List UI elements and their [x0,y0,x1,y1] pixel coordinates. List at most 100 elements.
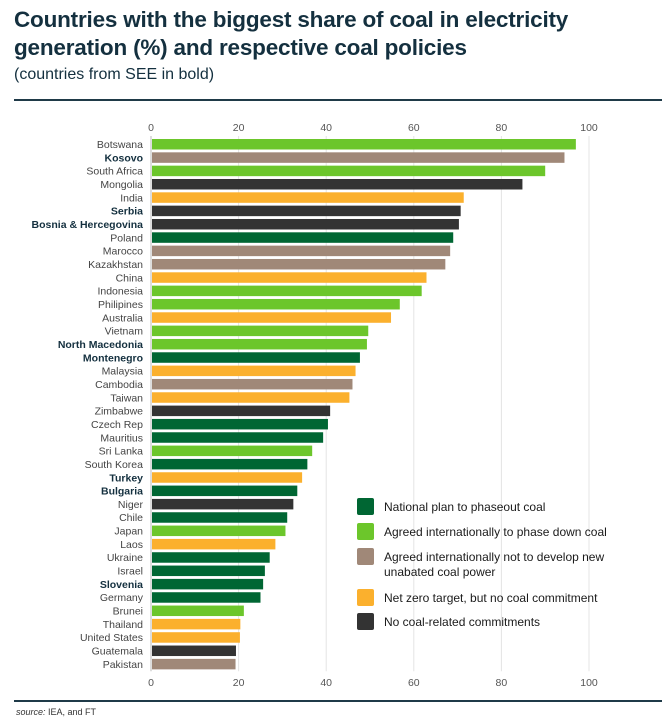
category-label: United States [80,632,143,644]
category-label: Sri Lanka [99,446,144,458]
bar [152,285,422,297]
category-label: South Africa [86,166,143,178]
category-label: Bosnia & Hercegovina [32,219,144,231]
category-label: Mauritius [100,432,143,444]
bar [152,165,546,177]
bar [152,245,451,257]
category-label: Cambodia [95,379,143,391]
category-label: India [120,192,143,204]
legend-label: Agreed internationally to phase down coa… [384,525,607,539]
bar [152,352,360,363]
category-label: Czech Rep [91,419,143,431]
bar [152,525,286,537]
category-label: Israel [117,566,143,578]
category-label: Bulgaria [101,486,143,498]
category-label: Indonesia [97,286,143,298]
bar [152,205,461,217]
bar [152,392,350,403]
category-label: South Korea [85,459,144,471]
category-label: Vietnam [105,326,144,338]
category-label: Turkey [109,472,143,484]
bar [152,218,459,230]
x-tick-label-top: 80 [496,122,508,134]
source-note: source: IEA, and FT [16,707,96,717]
bar [152,485,298,497]
x-tick-label-top: 0 [148,122,154,134]
bar [152,325,369,337]
bar [152,405,331,417]
bar [152,565,265,577]
bar [152,378,353,390]
bar [152,272,427,283]
legend-label-continued: unabated coal power [384,565,495,579]
bar [152,605,244,617]
bar [152,192,464,203]
x-tick-label-top: 40 [320,122,332,134]
x-tick-label-bottom: 40 [320,677,332,689]
legend-label: Agreed internationally not to develop ne… [384,550,604,564]
category-label: Philipines [98,299,143,311]
bar [152,445,313,457]
category-label: Laos [120,539,143,551]
category-label: China [116,272,144,284]
bar [152,178,523,190]
bar [152,512,288,523]
legend-label: Net zero target, but no coal commitment [384,591,598,605]
category-label: Zimbabwe [95,406,144,418]
source-label: source: [16,707,46,717]
bar [152,338,367,350]
x-tick-label-bottom: 100 [580,677,598,689]
chart-title: Countries with the biggest share of coal… [14,7,569,60]
bar [152,312,392,323]
x-tick-label-top: 60 [408,122,420,134]
category-label: Brunei [113,606,143,618]
category-label: Taiwan [110,392,143,404]
legend-swatch [357,548,374,565]
chart-subtitle: (countries from SEE in bold) [14,66,215,83]
bar [152,472,303,483]
category-label: Serbia [111,206,143,218]
category-label: Slovenia [100,579,143,591]
bar [152,458,308,470]
x-tick-label-bottom: 20 [233,677,245,689]
x-tick-label-bottom: 60 [408,677,420,689]
bar [152,592,261,603]
bar [152,432,324,443]
category-label: Kosovo [104,152,143,164]
bar [152,578,264,590]
x-tick-label-top: 100 [580,122,598,134]
chart-header: Countries with the biggest share of coal… [14,6,662,96]
bar [152,538,276,550]
legend-swatch [357,498,374,515]
legend-label: No coal-related commitments [384,615,540,629]
bar [152,498,294,510]
category-label: Germany [100,592,144,604]
bar [152,232,454,243]
bar [152,152,565,163]
category-label: Japan [114,526,143,538]
bar [152,632,240,643]
legend-swatch [357,523,374,540]
bar [152,298,400,310]
category-label: Malaysia [102,366,144,378]
bar [152,418,328,430]
category-label: Marocco [103,246,143,258]
x-tick-label-top: 20 [233,122,245,134]
bar [152,552,270,563]
bottom-divider [14,700,662,702]
category-label: Thailand [103,619,143,631]
category-label: Montenegro [83,352,143,364]
bar [152,258,446,270]
category-label: Botswana [97,139,143,151]
source-text: IEA, and FT [45,707,97,717]
bar [152,618,241,630]
legend-swatch [357,613,374,630]
category-label: Australia [102,312,143,324]
category-label: Chile [119,512,143,524]
top-divider [14,99,662,101]
category-label: Kazakhstan [88,259,143,271]
x-tick-label-bottom: 80 [496,677,508,689]
category-label: Mongolia [100,179,143,191]
category-label: Niger [118,499,144,511]
bar [152,139,576,150]
